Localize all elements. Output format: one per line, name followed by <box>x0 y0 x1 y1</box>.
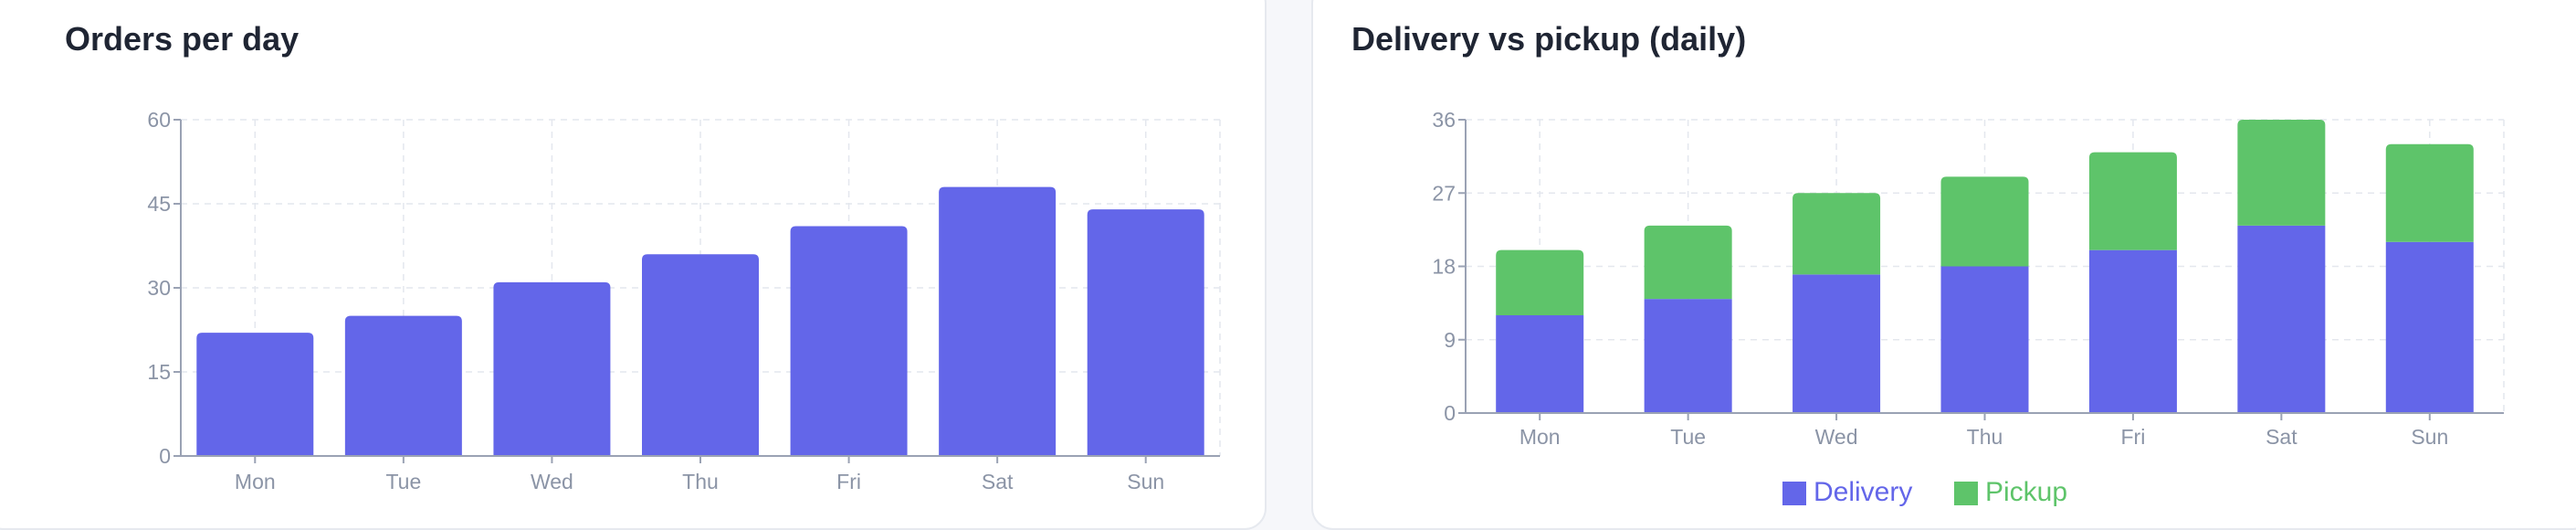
x-tick-label: Thu <box>1967 425 2003 449</box>
delivery-vs-pickup-title: Delivery vs pickup (daily) <box>1351 20 1747 58</box>
y-tick-label: 36 <box>1432 108 1456 132</box>
x-tick-label: Fri <box>2121 425 2146 449</box>
bar-delivery-fri <box>2088 249 2177 413</box>
bar-delivery-sat <box>2237 225 2326 413</box>
bar-fri <box>790 226 908 456</box>
y-tick-label: 27 <box>1432 181 1456 205</box>
y-tick-label: 45 <box>147 192 171 216</box>
x-tick-label: Sun <box>1127 470 1164 493</box>
bar-pickup-mon <box>1496 249 1584 315</box>
bar-mon <box>196 333 314 456</box>
y-tick-label: 9 <box>1444 328 1456 352</box>
x-tick-label: Sun <box>2411 425 2448 449</box>
y-tick-label: 0 <box>1444 401 1456 425</box>
legend-swatch-delivery <box>1782 482 1806 505</box>
orders-per-day-title: Orders per day <box>65 20 300 58</box>
x-tick-label: Tue <box>1670 425 1706 449</box>
bar-wed <box>493 281 611 456</box>
bar-delivery-tue <box>1644 299 1732 413</box>
bar-delivery-thu <box>1940 266 2029 413</box>
x-tick-label: Sat <box>2266 425 2297 449</box>
delivery-vs-pickup-chart: 0 9 18 27 36 Mon Tue Wed Thu Fri Sat Sun Delivery Pic… <box>1432 108 2505 507</box>
x-tick-label: Wed <box>1815 425 1858 449</box>
x-tick-label: Fri <box>836 470 861 493</box>
bar-delivery-sun <box>2385 241 2474 413</box>
bar-delivery-mon <box>1496 315 1584 413</box>
legend-swatch-pickup <box>1954 482 1978 505</box>
bar-sun <box>1087 209 1204 456</box>
legend-label-delivery: Delivery <box>1814 477 1912 507</box>
bar-pickup-sat <box>2237 120 2326 226</box>
bar-tue <box>344 315 462 456</box>
bar-pickup-tue <box>1644 225 1732 300</box>
y-tick-label: 15 <box>147 360 171 384</box>
x-tick-label: Tue <box>385 470 421 493</box>
bar-pickup-sun <box>2385 143 2474 242</box>
y-tick-label: 0 <box>159 444 171 468</box>
x-tick-label: Sat <box>982 470 1014 493</box>
legend-label-pickup: Pickup <box>1985 477 2067 507</box>
y-tick-label: 60 <box>147 108 171 132</box>
x-tick-label: Mon <box>1519 425 1561 449</box>
bar-thu <box>642 254 759 456</box>
x-tick-label: Thu <box>682 470 719 493</box>
y-tick-label: 30 <box>147 276 171 300</box>
orders-per-day-chart: 0 15 30 45 60 Mon Tue Wed Thu Fri Sat Sun <box>147 108 1221 493</box>
bar-pickup-thu <box>1940 176 2029 267</box>
bar-sat <box>939 186 1057 456</box>
bar-pickup-fri <box>2088 152 2177 250</box>
y-tick-label: 18 <box>1432 255 1456 279</box>
x-tick-label: Mon <box>235 470 276 493</box>
x-tick-label: Wed <box>531 470 573 493</box>
bar-pickup-wed <box>1793 193 1881 275</box>
bar-delivery-wed <box>1793 274 1881 413</box>
